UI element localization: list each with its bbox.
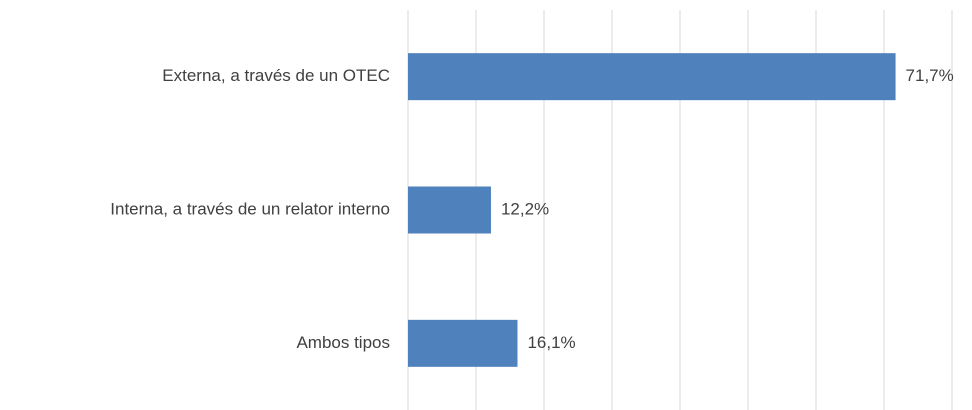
y-tick-label: Externa, a través de un OTEC — [162, 66, 390, 85]
data-label: 71,7% — [906, 66, 954, 85]
bar — [408, 186, 491, 234]
y-tick-label: Interna, a través de un relator interno — [110, 199, 390, 218]
data-label: 16,1% — [527, 333, 575, 352]
bar — [408, 319, 518, 367]
y-tick-label: Ambos tipos — [296, 333, 390, 352]
bar — [408, 53, 896, 101]
data-label: 12,2% — [501, 199, 549, 218]
